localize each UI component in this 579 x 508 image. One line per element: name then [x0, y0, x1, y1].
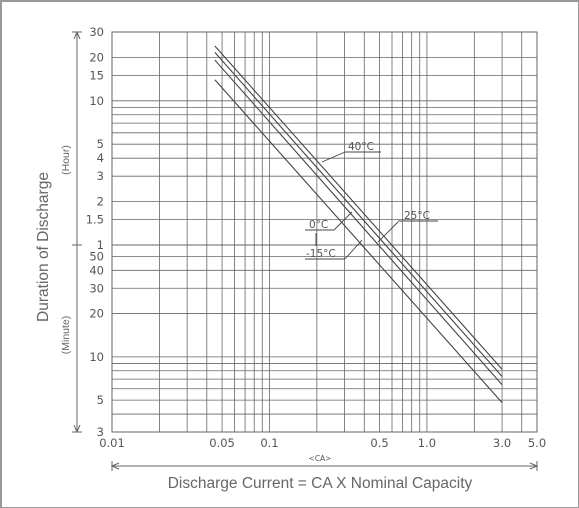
x-scale-arrow-left	[110, 462, 120, 470]
x-tick-label: 0.1	[260, 436, 278, 450]
y-tick-label-hour: 1.5	[86, 213, 104, 227]
y-tick-label-minute: 20	[89, 307, 104, 321]
y-tick-label-hour: 15	[89, 68, 104, 82]
series-annotations: 40°C 25°C 0°C -15°C	[305, 141, 438, 260]
annotation-leader	[377, 221, 399, 243]
y-tick-label-minute: 10	[89, 350, 104, 364]
series-line	[214, 59, 503, 386]
y-tick-label-hour: 5	[97, 137, 104, 151]
x-tick-label: 0.5	[370, 436, 388, 450]
y-tick-label-hour: 20	[89, 50, 104, 64]
y-tick-label-hour: 10	[89, 94, 104, 108]
y-tick-label-hour: 1	[97, 238, 104, 252]
y-tick-label-hour: 30	[89, 25, 104, 39]
x-tick-label: 1.0	[418, 436, 436, 450]
y-unit-minute: (Minute)	[60, 316, 72, 355]
y-scale-arrow-bottom	[73, 424, 81, 434]
annotation-leader	[344, 239, 363, 260]
annotation-label: 0°C	[309, 219, 328, 231]
x-axis-label: Discharge Current = CA X Nominal Capacit…	[168, 475, 473, 492]
annotation-leader	[333, 211, 353, 231]
plot-border	[111, 31, 538, 433]
y-unit-hour: (Hour)	[60, 145, 72, 175]
y-scale-arrow-top	[73, 30, 81, 40]
y-tick-label-minute: 30	[89, 281, 104, 295]
y-tick-label-minute: 5	[97, 393, 104, 407]
annotation-label: -15°C	[306, 248, 336, 260]
y-tick-label-hour: 4	[97, 151, 104, 165]
x-tick-label: 3.0	[493, 436, 511, 450]
annotation-leader	[321, 151, 346, 163]
x-unit-label: <CA>	[309, 454, 332, 463]
y-tick-label-hour: 2	[97, 195, 104, 209]
x-scale-arrow-right	[529, 462, 539, 470]
y-tick-label-minute: 3	[97, 425, 104, 439]
y-tick-label-hour: 3	[97, 169, 104, 183]
y-axis-label: Duration of Discharge	[35, 172, 52, 322]
y-tick-label-minute: 40	[89, 263, 104, 277]
annotation-label: 25°C	[404, 210, 430, 222]
x-tick-label: 0.05	[209, 436, 235, 450]
grid	[112, 31, 537, 432]
series-line	[214, 45, 503, 370]
x-tick-label: 0.01	[99, 436, 125, 450]
annotation-label: 40°C	[348, 141, 374, 153]
x-tick-label: 5.0	[528, 436, 546, 450]
series-line	[214, 79, 503, 404]
series-line	[214, 52, 503, 377]
series-lines	[214, 45, 503, 404]
y-tick-label-minute: 50	[89, 249, 104, 263]
